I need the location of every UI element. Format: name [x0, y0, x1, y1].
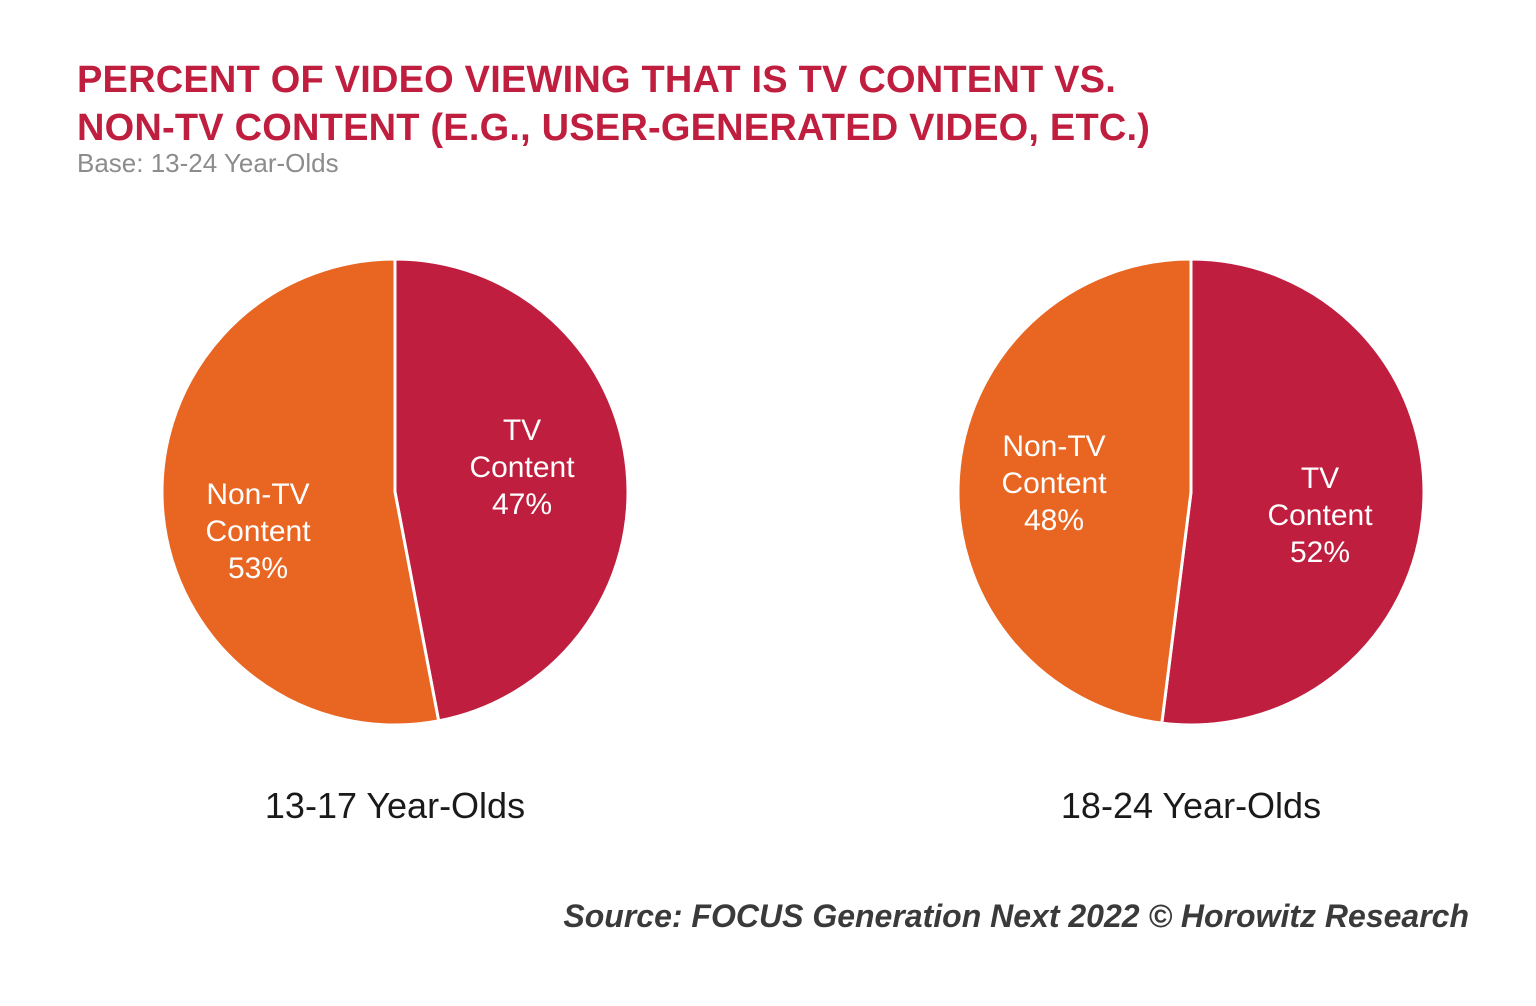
pie-slice-label-non-tv-content: Non-TV Content 53%	[205, 478, 311, 585]
slice-value-label: 47%	[492, 488, 552, 521]
slice-name-line: TV	[503, 414, 541, 447]
slice-value-label: 52%	[1290, 536, 1350, 569]
pie-slice-label-non-tv-content: Non-TV Content 48%	[1001, 430, 1107, 537]
slice-name-line: Non-TV	[206, 478, 309, 511]
slice-name-line: Non-TV	[1002, 430, 1105, 463]
chart-subtitle: Base: 13-24 Year-Olds	[77, 148, 339, 178]
chart-title-line-2: NON-TV CONTENT (E.G., USER-GENERATED VID…	[77, 107, 1151, 149]
pie-chart-1: TV Content 47% Non-TV Content 53% 13-17 Year-O…	[160, 257, 630, 826]
slice-value-label: 48%	[1024, 504, 1084, 537]
pie-slice-non-tv-content	[160, 257, 441, 727]
pie-chart-title: 18-24 Year-Olds	[1061, 785, 1321, 826]
pie-chart-2: TV Content 52% Non-TV Content 48% 18-24 Year-O…	[956, 257, 1426, 826]
pie-slice-tv-content	[393, 257, 630, 723]
pie-slice-non-tv-content	[956, 257, 1193, 725]
slice-name-line: Content	[1001, 467, 1107, 500]
pie-slice-label-tv-content: TV Content 47%	[469, 414, 575, 521]
chart-title-line-1: PERCENT OF VIDEO VIEWING THAT IS TV CONT…	[77, 59, 1116, 101]
pie-slice-tv-content	[1160, 257, 1426, 727]
pie-slice-label-tv-content: TV Content 52%	[1267, 462, 1373, 569]
slice-name-line: TV	[1301, 462, 1339, 495]
slice-name-line: Content	[1267, 499, 1373, 532]
slice-name-line: Content	[205, 515, 311, 548]
slice-name-line: Content	[469, 451, 575, 484]
chart-title: PERCENT OF VIDEO VIEWING THAT IS TV CONT…	[77, 56, 1150, 152]
slice-value-label: 53%	[228, 552, 288, 585]
pie-chart-title: 13-17 Year-Olds	[265, 785, 525, 826]
source-note: Source: FOCUS Generation Next 2022 © Hor…	[563, 898, 1469, 934]
